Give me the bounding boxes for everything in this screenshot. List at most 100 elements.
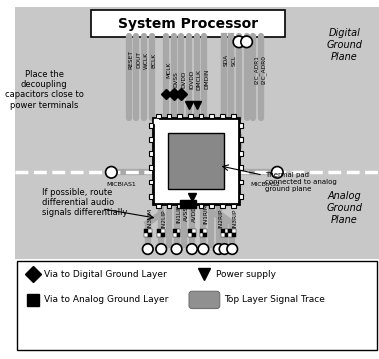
Bar <box>224 233 229 237</box>
Bar <box>149 151 153 156</box>
Text: Via to Digital Ground Layer: Via to Digital Ground Layer <box>44 270 167 279</box>
Circle shape <box>219 244 230 254</box>
Bar <box>192 229 196 233</box>
Bar <box>200 233 204 237</box>
Text: IN3LIM: IN3LIM <box>148 208 153 228</box>
Circle shape <box>241 36 252 48</box>
Bar <box>167 204 171 208</box>
Bar <box>156 204 161 208</box>
Bar <box>239 137 243 142</box>
Bar <box>229 229 232 233</box>
Circle shape <box>213 244 224 254</box>
Text: MCLK: MCLK <box>166 61 171 78</box>
Text: Via to Analog Ground Layer: Via to Analog Ground Layer <box>44 295 169 304</box>
Bar <box>148 233 152 237</box>
Bar <box>192 233 196 237</box>
Bar <box>188 114 193 118</box>
Bar <box>149 137 153 142</box>
Bar <box>17 261 377 350</box>
Bar <box>220 204 225 208</box>
Text: IN3RIP: IN3RIP <box>232 209 237 228</box>
Bar <box>173 233 177 237</box>
Bar <box>239 180 243 185</box>
Circle shape <box>271 167 283 178</box>
Bar <box>157 233 161 237</box>
Bar <box>153 118 239 204</box>
Bar <box>144 233 148 237</box>
Text: IOVDD: IOVDD <box>189 70 194 89</box>
FancyBboxPatch shape <box>91 10 285 37</box>
Text: Place the
decoupling
capacitors close to
power terminals: Place the decoupling capacitors close to… <box>5 70 84 110</box>
Text: DMDIN: DMDIN <box>204 69 209 89</box>
Bar <box>149 180 153 185</box>
Bar <box>157 229 161 233</box>
Bar <box>148 229 152 233</box>
Circle shape <box>171 244 182 254</box>
Bar <box>177 114 182 118</box>
Bar <box>224 229 229 233</box>
Bar <box>173 229 177 233</box>
Text: System Processor: System Processor <box>118 17 258 31</box>
Text: RESET: RESET <box>128 51 134 70</box>
Circle shape <box>233 36 245 48</box>
Bar <box>168 133 224 188</box>
Text: SDA: SDA <box>224 54 229 66</box>
Bar <box>188 204 193 208</box>
Bar <box>149 194 153 199</box>
Bar <box>204 229 207 233</box>
Circle shape <box>143 244 153 254</box>
Bar <box>200 229 204 233</box>
Text: Digital
Ground
Plane: Digital Ground Plane <box>326 28 362 62</box>
Bar <box>161 229 165 233</box>
Bar <box>221 229 224 233</box>
Circle shape <box>186 244 197 254</box>
Text: IN2LIP: IN2LIP <box>161 209 166 228</box>
Circle shape <box>198 244 209 254</box>
Bar <box>161 233 165 237</box>
Bar <box>177 233 180 237</box>
Text: I2C_ADR1: I2C_ADR1 <box>253 55 259 84</box>
Bar <box>180 200 188 208</box>
Bar <box>199 114 204 118</box>
Text: BCLK: BCLK <box>152 52 157 67</box>
Text: DVDD: DVDD <box>182 71 186 88</box>
Bar <box>167 114 171 118</box>
Text: DOUT: DOUT <box>136 52 141 69</box>
Bar <box>156 114 161 118</box>
Text: IN1RIM: IN1RIM <box>204 203 208 224</box>
Bar <box>199 204 204 208</box>
Text: I2C_ADR0: I2C_ADR0 <box>261 55 267 84</box>
Text: AVSS: AVSS <box>184 206 189 221</box>
Bar <box>229 233 232 237</box>
Bar <box>209 204 214 208</box>
Text: Analog
Ground
Plane: Analog Ground Plane <box>326 191 362 225</box>
FancyBboxPatch shape <box>189 291 220 308</box>
Bar <box>177 229 180 233</box>
Bar <box>188 233 192 237</box>
Bar <box>239 194 243 199</box>
Text: WCLK: WCLK <box>144 52 149 69</box>
Text: Power supply: Power supply <box>216 270 276 279</box>
Bar <box>239 151 243 156</box>
Text: MICBIAS2: MICBIAS2 <box>250 182 280 187</box>
Bar <box>144 229 148 233</box>
Bar <box>149 123 153 128</box>
Circle shape <box>227 244 238 254</box>
Text: Thermal pad
connected to analog
ground plane: Thermal pad connected to analog ground p… <box>265 172 337 192</box>
Bar <box>149 165 153 170</box>
Bar <box>232 229 236 233</box>
Bar <box>188 229 192 233</box>
Text: Top Layer Signal Trace: Top Layer Signal Trace <box>224 295 324 304</box>
Text: IN1LIP: IN1LIP <box>177 204 182 223</box>
Text: MICBIAS1: MICBIAS1 <box>106 182 136 187</box>
Bar <box>16 7 379 258</box>
Bar <box>232 233 236 237</box>
Text: IN2RIP: IN2RIP <box>219 209 224 228</box>
Bar <box>239 123 243 128</box>
Text: If possible, route
differential audio
signals differentially: If possible, route differential audio si… <box>42 188 128 218</box>
Text: SCL: SCL <box>231 55 236 66</box>
Bar <box>177 204 182 208</box>
Bar <box>231 204 236 208</box>
Bar <box>209 114 214 118</box>
Circle shape <box>106 167 117 178</box>
